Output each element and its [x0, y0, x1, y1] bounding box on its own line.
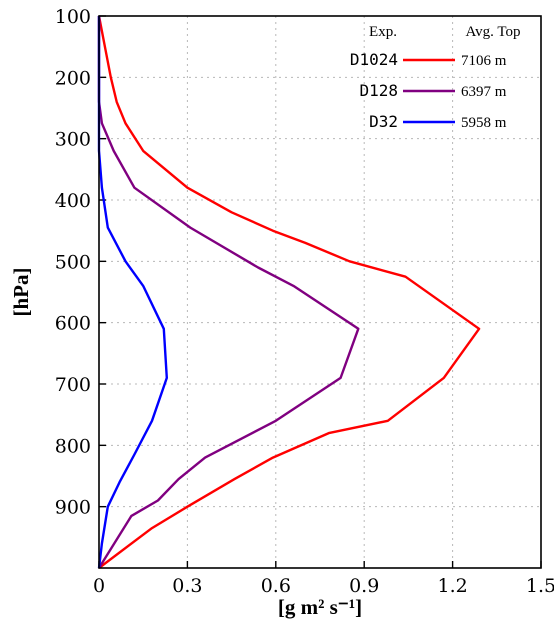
- x-tick-label: 0: [93, 575, 105, 597]
- plot-frame: [98, 15, 542, 569]
- legend-series-name: D128: [359, 81, 398, 100]
- y-tick-label: 900: [55, 497, 91, 519]
- series-line-d1024: [97, 15, 481, 569]
- y-tick-label: 200: [55, 67, 91, 89]
- x-tick-label: 0.6: [261, 575, 291, 597]
- x-tick-label: 1.5: [526, 575, 554, 597]
- y-tick-label: 100: [55, 6, 91, 28]
- legend-series-name: D32: [369, 112, 398, 131]
- legend-item-d32: D32 5958 m: [369, 112, 507, 131]
- y-tick-label: 500: [55, 251, 91, 273]
- grid: [99, 16, 541, 568]
- legend-header-avg-top: Avg. Top: [465, 24, 520, 40]
- x-axis-title: [g m² s⁻¹]: [278, 595, 362, 619]
- y-tick-label: 800: [55, 435, 91, 457]
- y-tick-label: 700: [55, 374, 91, 396]
- y-tick-label: 600: [55, 313, 91, 335]
- legend-avg-top-value: 7106 m: [461, 53, 507, 69]
- axis-ticks: 0 0.3 0.6 0.9 1.2 1.5 100 200 300 400 500 600 700 800…: [55, 6, 554, 597]
- plot-area: [99, 16, 541, 568]
- legend-item-d128: D128 6397 m: [359, 81, 506, 100]
- legend: Exp. Avg. Top D1024 7106 m D128 6397 m D32 59…: [350, 24, 521, 131]
- legend-header-exp: Exp.: [369, 24, 397, 40]
- y-tick-label: 400: [55, 190, 91, 212]
- legend-avg-top-value: 5958 m: [461, 115, 507, 131]
- x-tick-label: 0.9: [349, 575, 379, 597]
- x-tick-label: 0.3: [172, 575, 202, 597]
- x-tick-label: 1.2: [437, 575, 467, 597]
- y-tick-label: 300: [55, 129, 91, 151]
- y-axis-title: [hPa]: [9, 268, 33, 317]
- series-line-d128: [97, 16, 360, 569]
- legend-series-name: D1024: [350, 50, 398, 69]
- legend-item-d1024: D1024 7106 m: [350, 50, 507, 69]
- legend-avg-top-value: 6397 m: [461, 84, 507, 100]
